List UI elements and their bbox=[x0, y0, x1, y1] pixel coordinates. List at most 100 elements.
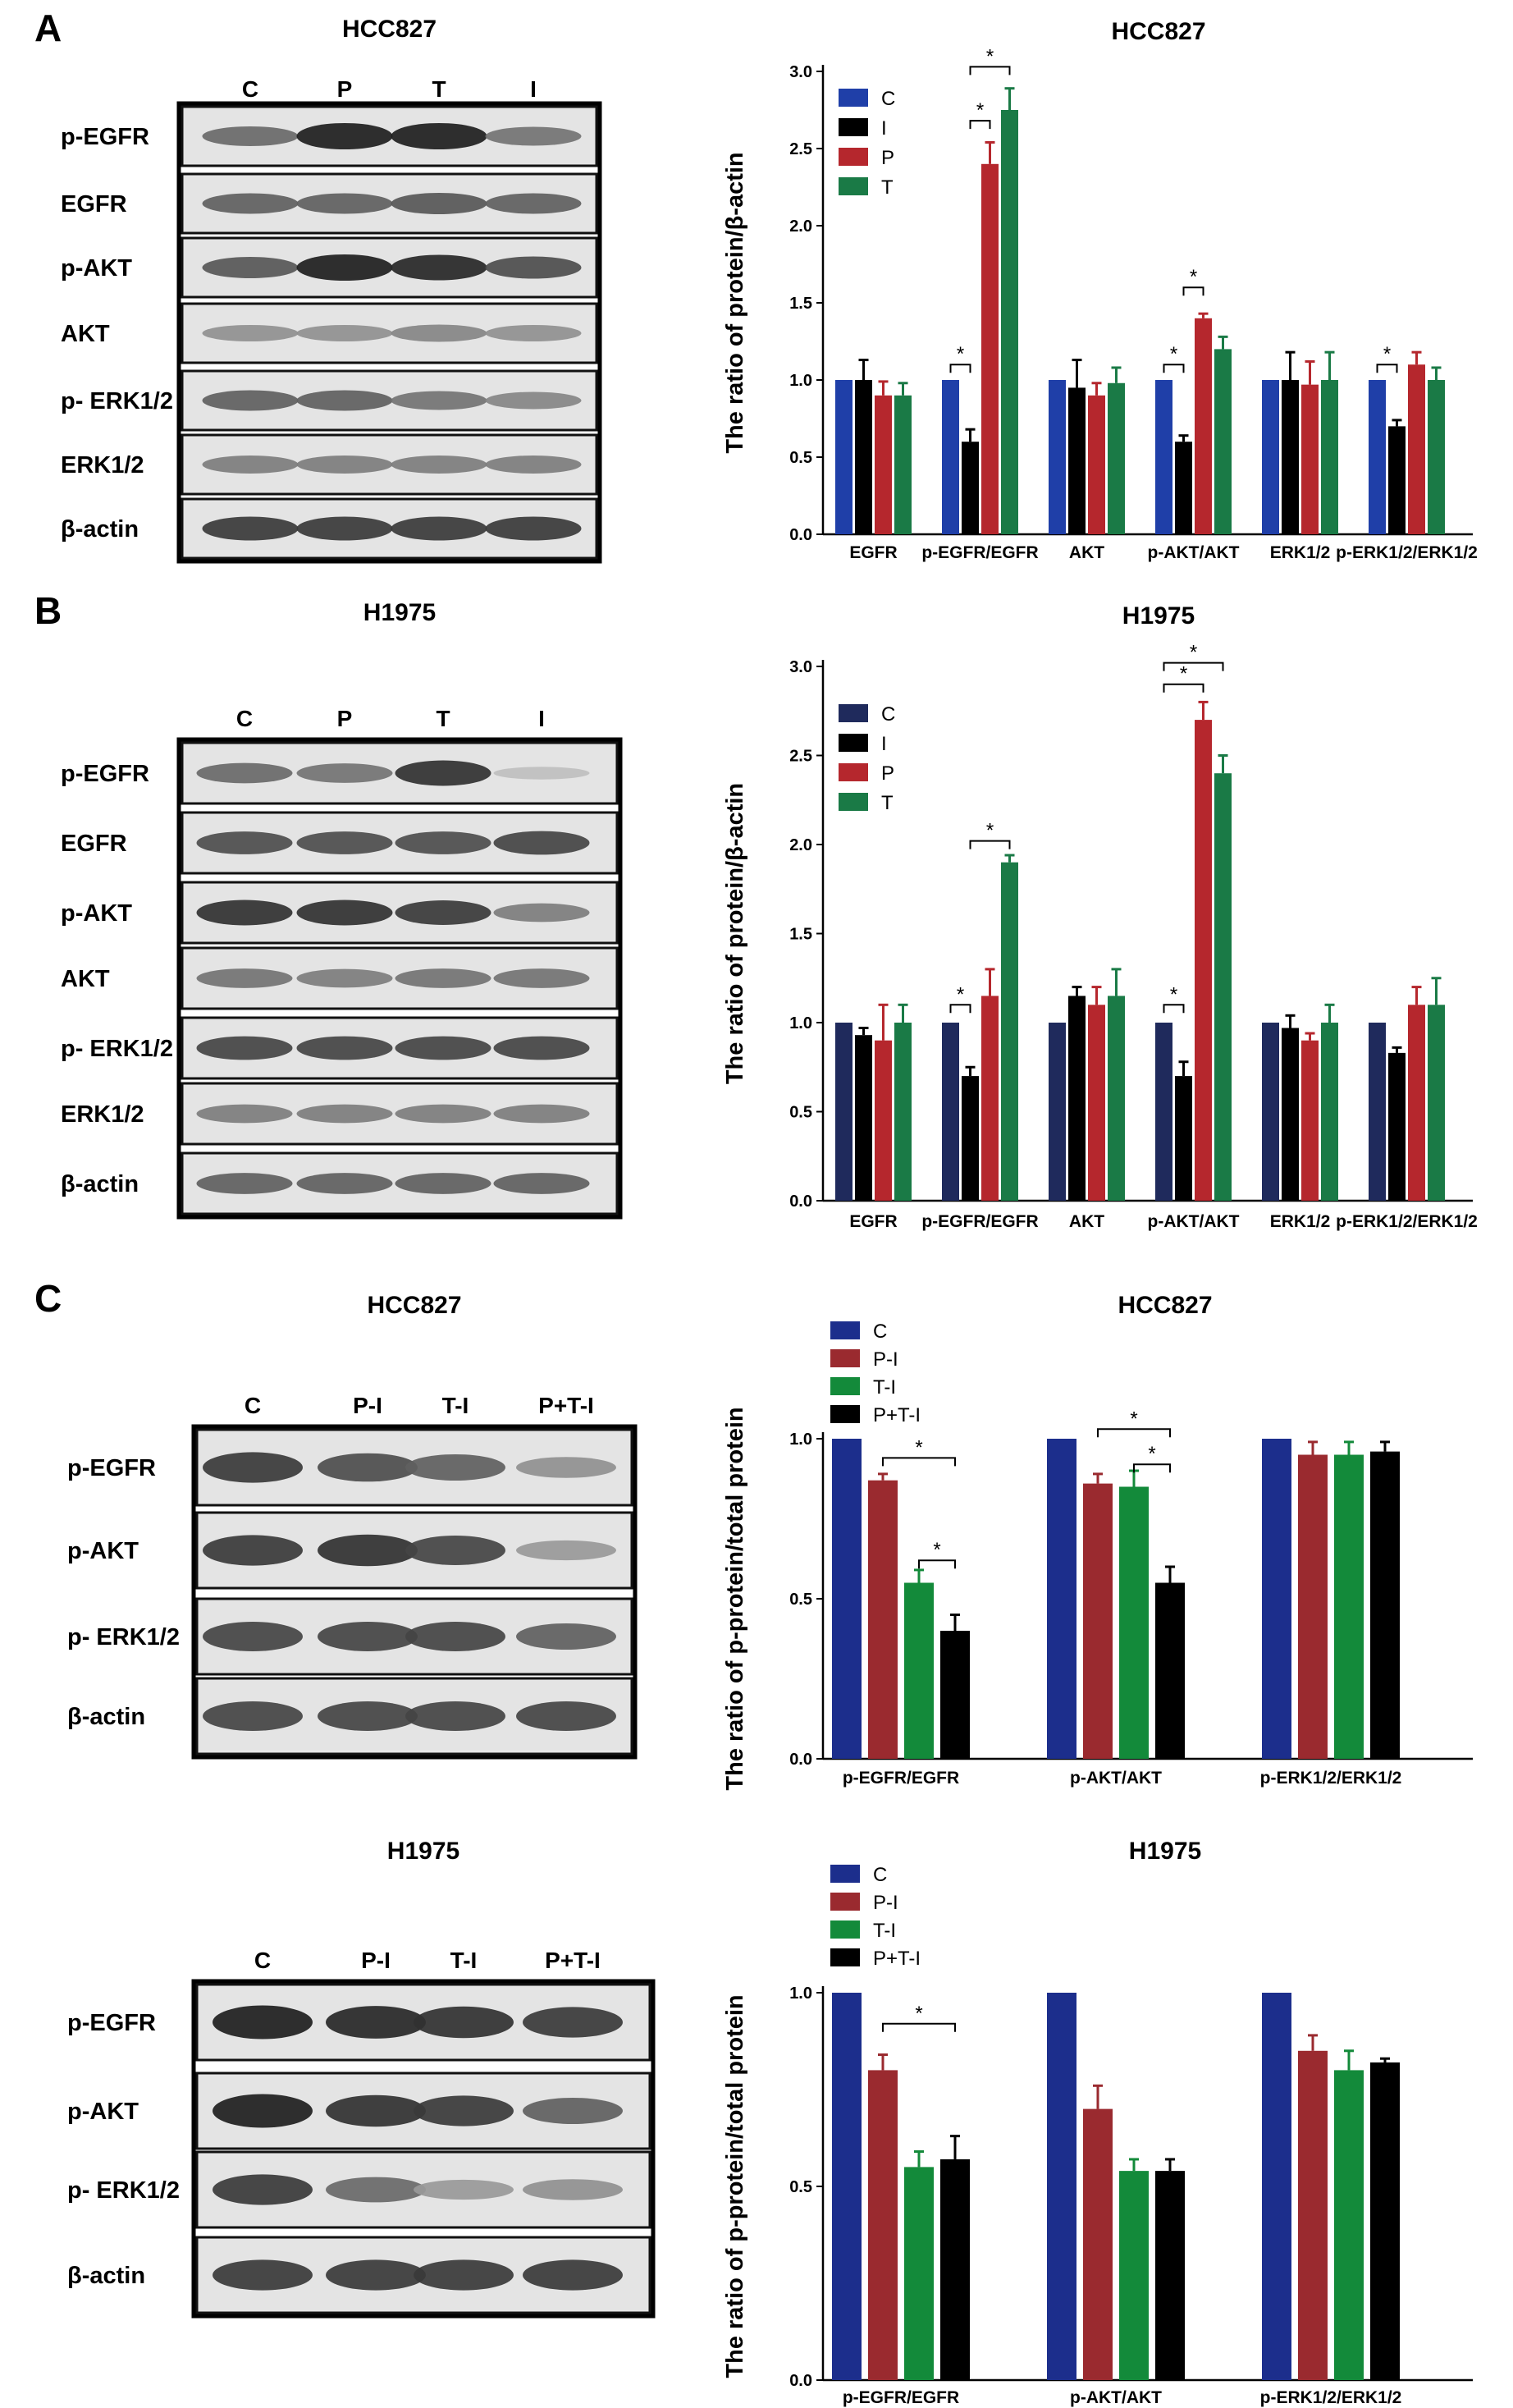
protein-label: AKT bbox=[61, 966, 110, 992]
blot-row: ERK1/2 bbox=[61, 433, 598, 496]
western-blot: H1975 C P-I T-I P+T-I p-EGFR p-AKT p- ERK1/2 β-a… bbox=[67, 1838, 656, 2319]
blot-band bbox=[523, 2259, 623, 2291]
significance-bracket bbox=[1163, 683, 1204, 693]
bar bbox=[1262, 380, 1279, 534]
panel-letter: B bbox=[34, 589, 62, 632]
blot-row: p-EGFR bbox=[61, 105, 598, 167]
lane-label: C bbox=[236, 706, 253, 731]
blot-title: H1975 bbox=[363, 599, 436, 626]
bar bbox=[942, 1023, 959, 1201]
significance-bracket bbox=[949, 1004, 971, 1014]
category-label: EGFR bbox=[849, 543, 897, 562]
bar bbox=[1369, 1023, 1386, 1201]
bar bbox=[835, 380, 852, 534]
significance-bracket bbox=[1097, 1428, 1171, 1438]
blot-band bbox=[202, 324, 299, 342]
blot-band bbox=[485, 455, 582, 474]
bar bbox=[1155, 2171, 1185, 2380]
bar bbox=[1047, 1439, 1076, 1759]
western-blot: HCC827 C P-I T-I P+T-I p-EGFR p-AKT p- ERK1/2 β-… bbox=[67, 1292, 638, 1760]
chart-legend: C P-I T-I P+T-I bbox=[830, 1864, 921, 1970]
bar bbox=[868, 2070, 898, 2380]
legend-label: I bbox=[881, 117, 887, 140]
bar bbox=[1175, 1076, 1192, 1201]
significance-star: * bbox=[915, 2003, 922, 2025]
bar bbox=[1298, 2050, 1328, 2380]
blot-band bbox=[326, 2006, 426, 2039]
western-blot: H1975 C P T Ip-EGFR EGFR p-AKT AKT p- ERK1/2 ERK1… bbox=[61, 599, 623, 1220]
legend-label: P-I bbox=[873, 1348, 898, 1371]
blot-band bbox=[493, 831, 590, 855]
blot-row: p- ERK1/2 bbox=[67, 2150, 651, 2229]
significance-bracket bbox=[1182, 286, 1204, 296]
blot-band bbox=[414, 2179, 514, 2200]
blot-band bbox=[202, 516, 299, 541]
blot-row: β-actin bbox=[61, 1151, 619, 1215]
category-label: p-EGFR/EGFR bbox=[843, 1769, 959, 1788]
blot-band bbox=[326, 2177, 426, 2203]
bar bbox=[832, 1993, 862, 2380]
category-label: p-AKT/AKT bbox=[1148, 1212, 1240, 1231]
blot-band bbox=[395, 1036, 491, 1060]
lane-label: C bbox=[242, 76, 258, 102]
significance-bracket bbox=[918, 1559, 956, 1569]
blot-band bbox=[296, 254, 393, 282]
bar bbox=[904, 2167, 934, 2380]
blot-band bbox=[485, 126, 582, 146]
chart-title: H1975 bbox=[1122, 602, 1195, 629]
legend-swatch bbox=[839, 177, 868, 195]
legend-label: P+T-I bbox=[873, 1404, 921, 1426]
y-tick-label: 3.0 bbox=[789, 63, 812, 81]
blot-band bbox=[523, 2179, 623, 2200]
blot-band bbox=[395, 900, 491, 925]
bar-chart: H1975 0.0 0.5 1.0 The ratio of p-protein/tot… bbox=[722, 1838, 1473, 2407]
lane-label: T bbox=[436, 706, 450, 731]
bar bbox=[1262, 1023, 1279, 1201]
blot-band bbox=[296, 324, 393, 342]
blot-band bbox=[196, 1036, 293, 1060]
blot-band bbox=[391, 455, 487, 474]
category-label: p-EGFR/EGFR bbox=[921, 1212, 1038, 1231]
blot-row: AKT bbox=[61, 946, 619, 1010]
legend-label: P+T-I bbox=[873, 1948, 921, 1970]
bar bbox=[1408, 364, 1425, 534]
legend-swatch bbox=[839, 793, 868, 811]
chart-legend: C P-I T-I P+T-I bbox=[830, 1321, 921, 1426]
blot-row: p-EGFR bbox=[61, 741, 619, 805]
bar bbox=[1155, 1582, 1185, 1759]
blot-band bbox=[493, 903, 590, 922]
panel-c2: H1975 C P-I T-I P+T-I p-EGFR p-AKT p- ERK1/2 β-a… bbox=[67, 1838, 1473, 2407]
protein-label: β-actin bbox=[67, 1704, 145, 1730]
bar bbox=[981, 996, 999, 1201]
bar bbox=[1083, 2108, 1113, 2380]
legend-label: P-I bbox=[873, 1892, 898, 1914]
bar-chart: HCC827 0.0 0.5 1.0 The ratio of p-protein/to… bbox=[722, 1292, 1473, 1791]
significance-bracket bbox=[949, 364, 971, 373]
y-tick-label: 0.0 bbox=[789, 1193, 812, 1211]
bar bbox=[1321, 380, 1338, 534]
bar bbox=[1321, 1023, 1338, 1201]
bar bbox=[1001, 110, 1018, 534]
category-label: p-AKT/AKT bbox=[1070, 2388, 1162, 2407]
protein-label: p-AKT bbox=[61, 255, 132, 282]
y-axis-label: The ratio of p-protein/total protein bbox=[722, 1407, 748, 1790]
bar-chart: HCC827 0.0 0.5 1.0 1.5 2.0 2.5 3.0 The ratio of … bbox=[722, 18, 1478, 562]
category-label: ERK1/2 bbox=[1270, 543, 1331, 562]
blot-row: AKT bbox=[61, 302, 598, 364]
blot-band bbox=[296, 1104, 393, 1124]
blot-band bbox=[391, 122, 487, 150]
protein-label: p-EGFR bbox=[61, 124, 149, 150]
bar bbox=[868, 1480, 898, 1759]
legend-swatch bbox=[830, 1377, 860, 1395]
category-label: AKT bbox=[1069, 543, 1104, 562]
significance-bracket bbox=[969, 120, 991, 130]
bar bbox=[1195, 720, 1212, 1201]
blot-band bbox=[395, 1173, 491, 1194]
blot-band bbox=[296, 900, 393, 926]
category-label: ERK1/2 bbox=[1270, 1212, 1331, 1231]
blot-row: β-actin bbox=[67, 2236, 651, 2314]
blot-band bbox=[405, 1701, 505, 1731]
blot-band bbox=[326, 2094, 426, 2127]
